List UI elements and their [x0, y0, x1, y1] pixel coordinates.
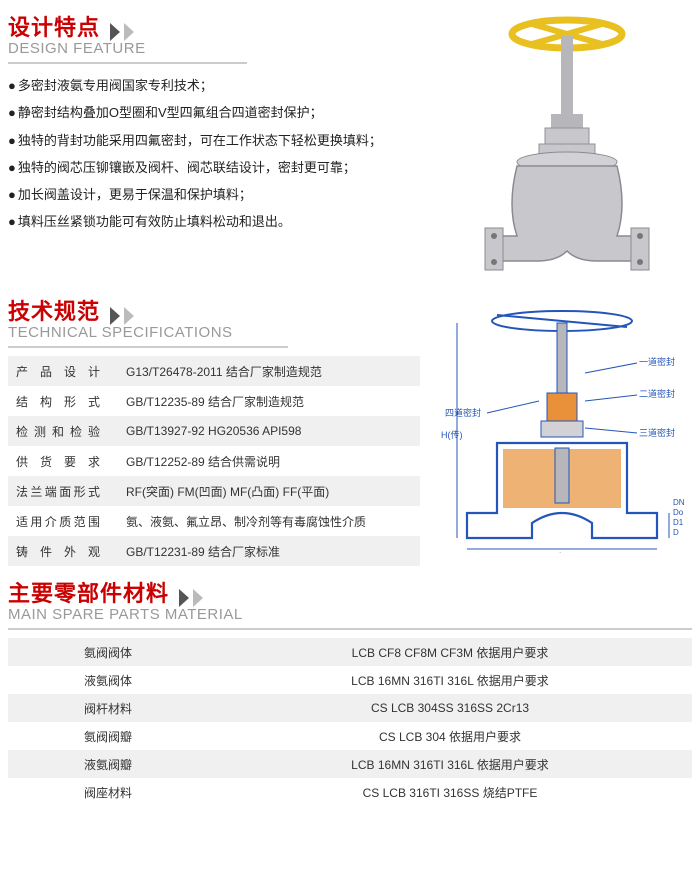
material-table: 氨阀阀体LCB CF8 CF8M CF3M 依据用户要求 液氨阀体LCB 16M… [8, 638, 692, 806]
table-row: 铸件外观GB/T12231-89 结合厂家标准 [8, 536, 420, 566]
feature-item: 加长阀盖设计，更易于保温和保护填料； [8, 181, 442, 208]
tech-value: 氨、液氨、氟立昂、制冷剂等有毒腐蚀性介质 [118, 506, 420, 536]
material-label: 液氨阀体 [8, 666, 208, 694]
tech-label: 产品设计 [8, 356, 118, 386]
svg-text:DN: DN [673, 498, 685, 507]
table-row: 氨阀阀体LCB CF8 CF8M CF3M 依据用户要求 [8, 638, 692, 666]
tech-table: 产品设计G13/T26478-2011 结合厂家制造规范 结构形式GB/T122… [8, 356, 420, 566]
design-feature-left: 设计特点 DESIGN FEATURE 多密封液氨专用阀国家专利技术； 静密封结… [8, 6, 442, 286]
tech-label: 铸件外观 [8, 536, 118, 566]
design-title-en: DESIGN FEATURE [8, 40, 442, 57]
valve-photo-container [442, 6, 692, 286]
tech-header: 技术规范 TECHNICAL SPECIFICATIONS [8, 290, 420, 343]
tech-label: 检测和检验 [8, 416, 118, 446]
material-value: LCB 16MN 316TI 316L 依据用户要求 [208, 750, 692, 778]
diagram-label: L [559, 551, 564, 553]
tech-label: 法兰端面形式 [8, 476, 118, 506]
feature-item: 多密封液氨专用阀国家专利技术； [8, 72, 442, 99]
table-row: 阀杆材料CS LCB 304SS 316SS 2Cr13 [8, 694, 692, 722]
material-title-en: MAIN SPARE PARTS MATERIAL [8, 606, 692, 623]
underline [8, 62, 247, 64]
feature-item: 独特的阀芯压铆镶嵌及阀杆、阀芯联结设计，密封更可靠； [8, 154, 442, 181]
tech-value: G13/T26478-2011 结合厂家制造规范 [118, 356, 420, 386]
diagram-label: 四道密封 [445, 407, 481, 418]
material-section: 主要零部件材料 MAIN SPARE PARTS MATERIAL 氨阀阀体LC… [0, 566, 700, 806]
tech-title-cn: 技术规范 [8, 294, 100, 326]
diagram-label: H(传) [441, 429, 463, 440]
tech-diagram-container: 一道密封 二道密封 三道密封 四道密封 H(传) L D D1 Do DN [432, 290, 692, 566]
table-row: 液氨阀体LCB 16MN 316TI 316L 依据用户要求 [8, 666, 692, 694]
table-row: 适用介质范围氨、液氨、氟立昂、制冷剂等有毒腐蚀性介质 [8, 506, 420, 536]
material-value: LCB 16MN 316TI 316L 依据用户要求 [208, 666, 692, 694]
diagram-label: 一道密封 [639, 356, 675, 367]
feature-list: 多密封液氨专用阀国家专利技术； 静密封结构叠加O型圈和V型四氟组合四道密封保护；… [8, 72, 442, 236]
material-title-cn: 主要零部件材料 [8, 576, 169, 608]
arrow-icon [110, 23, 146, 41]
tech-value: GB/T12235-89 结合厂家制造规范 [118, 386, 420, 416]
diagram-label: 二道密封 [639, 388, 675, 399]
arrow-icon [110, 307, 146, 325]
material-label: 氨阀阀瓣 [8, 722, 208, 750]
tech-diagram: 一道密封 二道密封 三道密封 四道密封 H(传) L D D1 Do DN [437, 303, 687, 553]
feature-item: 填料压丝紧锁功能可有效防止填料松动和退出。 [8, 208, 442, 235]
material-value: CS LCB 304SS 316SS 2Cr13 [208, 694, 692, 722]
table-row: 检测和检验GB/T13927-92 HG20536 API598 [8, 416, 420, 446]
tech-value: GB/T12252-89 结合供需说明 [118, 446, 420, 476]
arrow-icon [179, 589, 215, 607]
tech-value: GB/T12231-89 结合厂家标准 [118, 536, 420, 566]
design-title-cn: 设计特点 [8, 10, 100, 42]
tech-label: 供货要求 [8, 446, 118, 476]
design-feature-section: 设计特点 DESIGN FEATURE 多密封液氨专用阀国家专利技术； 静密封结… [0, 0, 700, 286]
svg-text:D1: D1 [673, 518, 684, 527]
material-value: CS LCB 304 依据用户要求 [208, 722, 692, 750]
material-label: 阀座材料 [8, 778, 208, 806]
tech-label: 适用介质范围 [8, 506, 118, 536]
tech-spec-left: 技术规范 TECHNICAL SPECIFICATIONS 产品设计G13/T2… [8, 290, 420, 566]
feature-item: 独特的背封功能采用四氟密封，可在工作状态下轻松更换填料； [8, 127, 442, 154]
svg-text:Do: Do [673, 508, 684, 517]
diagram-label: 三道密封 [639, 427, 675, 438]
table-row: 结构形式GB/T12235-89 结合厂家制造规范 [8, 386, 420, 416]
underline [8, 346, 288, 348]
valve-photo [457, 6, 677, 286]
table-row: 阀座材料CS LCB 316TI 316SS 烧结PTFE [8, 778, 692, 806]
tech-value: GB/T13927-92 HG20536 API598 [118, 416, 420, 446]
material-label: 阀杆材料 [8, 694, 208, 722]
material-value: CS LCB 316TI 316SS 烧结PTFE [208, 778, 692, 806]
underline [8, 628, 692, 630]
tech-label: 结构形式 [8, 386, 118, 416]
table-row: 氨阀阀瓣CS LCB 304 依据用户要求 [8, 722, 692, 750]
material-label: 氨阀阀体 [8, 638, 208, 666]
table-row: 液氨阀瓣LCB 16MN 316TI 316L 依据用户要求 [8, 750, 692, 778]
design-header: 设计特点 DESIGN FEATURE [8, 6, 442, 59]
table-row: 法兰端面形式RF(突面) FM(凹面) MF(凸面) FF(平面) [8, 476, 420, 506]
tech-title-en: TECHNICAL SPECIFICATIONS [8, 324, 420, 341]
material-value: LCB CF8 CF8M CF3M 依据用户要求 [208, 638, 692, 666]
table-row: 供货要求GB/T12252-89 结合供需说明 [8, 446, 420, 476]
table-row: 产品设计G13/T26478-2011 结合厂家制造规范 [8, 356, 420, 386]
tech-spec-section: 技术规范 TECHNICAL SPECIFICATIONS 产品设计G13/T2… [0, 286, 700, 566]
tech-value: RF(突面) FM(凹面) MF(凸面) FF(平面) [118, 476, 420, 506]
material-label: 液氨阀瓣 [8, 750, 208, 778]
svg-text:D: D [673, 528, 679, 537]
material-header: 主要零部件材料 MAIN SPARE PARTS MATERIAL [8, 572, 692, 625]
feature-item: 静密封结构叠加O型圈和V型四氟组合四道密封保护； [8, 99, 442, 126]
